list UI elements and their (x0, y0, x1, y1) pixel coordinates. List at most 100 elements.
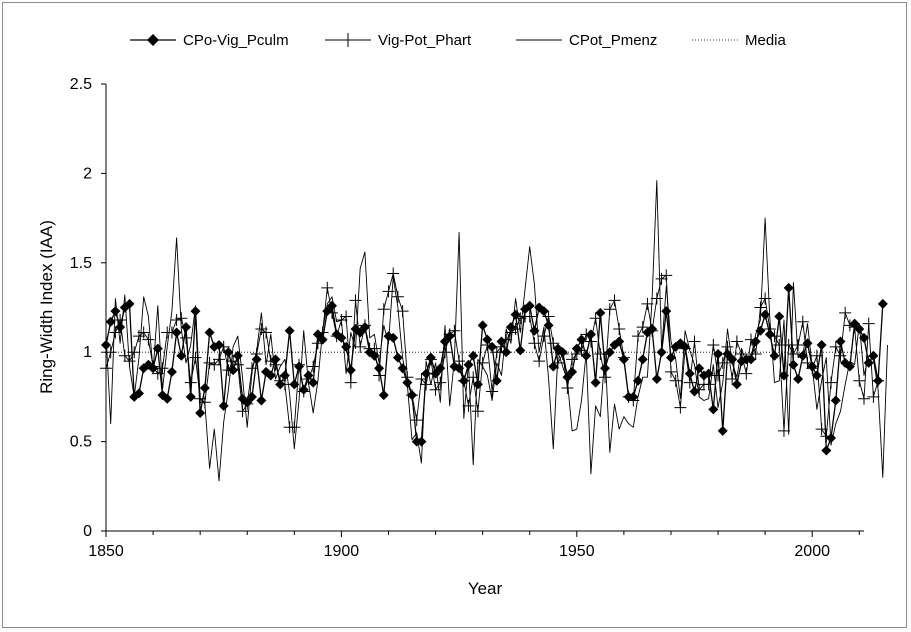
diamond-point (176, 350, 187, 361)
diamond-point (816, 340, 827, 351)
diamond-point (868, 350, 879, 361)
plus-point (434, 376, 447, 389)
diamond-point (303, 370, 314, 381)
diamond-point (529, 325, 540, 336)
plus-point (198, 396, 211, 409)
legend-label: Media (745, 32, 787, 49)
diamond-point (270, 354, 281, 365)
plus-point (810, 349, 823, 362)
diamond-point (576, 334, 587, 345)
plus-point (156, 362, 169, 375)
plus-point (528, 337, 541, 350)
plus-point (754, 301, 767, 314)
legend-item-CPo-Vig_Pculm: CPo-Vig_Pculm (130, 32, 289, 49)
plus-point (170, 314, 183, 327)
diamond-point (684, 368, 695, 379)
plus-point (100, 362, 112, 375)
legend-label: CPot_Pmenz (569, 32, 657, 49)
diamond-point (496, 336, 507, 347)
diamond-point (359, 322, 370, 333)
diamond-point (515, 345, 526, 356)
plus-point (462, 399, 475, 412)
diamond-point (793, 374, 804, 385)
diamond-point (694, 363, 705, 374)
x-tick-label: 1950 (559, 543, 595, 560)
diamond-point (844, 361, 855, 372)
diamond-point (148, 363, 159, 374)
plus-point (118, 349, 131, 362)
diamond-point (472, 379, 483, 390)
diamond-point (341, 341, 352, 352)
diamond-point (746, 354, 757, 365)
diamond-point (633, 375, 644, 386)
diamond-point (830, 395, 841, 406)
plus-point (391, 290, 404, 303)
diamond-point (543, 320, 554, 331)
diamond-point (468, 350, 479, 361)
diamond-point (115, 322, 126, 333)
diamond-point (477, 320, 488, 331)
plus-point (109, 326, 122, 339)
plus-point (203, 356, 216, 369)
diamond-point (562, 372, 573, 383)
diamond-point (190, 306, 201, 317)
x-tick-label: 1900 (324, 543, 360, 560)
plus-point (429, 383, 442, 396)
diamond-point (604, 347, 615, 358)
plus-point (344, 376, 357, 389)
axes (105, 84, 864, 532)
diamond-point (284, 325, 295, 336)
diamond-point (317, 334, 328, 345)
diamond-point (802, 338, 813, 349)
diamond-point (487, 341, 498, 352)
plus-point (608, 294, 621, 307)
plus-point (142, 333, 155, 346)
diamond-point (425, 352, 436, 363)
diamond-point (590, 377, 601, 388)
plus-point (862, 317, 875, 330)
x-axis-title: Year (468, 579, 503, 598)
diamond-point (859, 332, 869, 343)
diamond-point (133, 388, 144, 399)
diamond-point (369, 350, 380, 361)
diamond-point (585, 329, 596, 340)
diamond-point (421, 368, 432, 379)
plus-point (702, 378, 715, 391)
plus-point (151, 367, 164, 380)
diamond-point (199, 382, 210, 393)
plus-point (655, 272, 668, 285)
plus-point (471, 405, 484, 418)
plus-point (650, 292, 663, 305)
diamond-point (647, 323, 658, 334)
diamond-point (548, 361, 559, 372)
diamond-point (195, 407, 206, 418)
diamond-point (256, 395, 267, 406)
diamond-point (388, 332, 399, 343)
plus-point (438, 346, 451, 359)
plus-point (410, 414, 423, 427)
diamond-point (600, 363, 611, 374)
plus-point (208, 358, 221, 371)
diamond-point (821, 445, 832, 456)
plus-point (759, 292, 772, 305)
plus-point (137, 326, 150, 339)
plus-point (476, 356, 489, 369)
plus-point (123, 355, 136, 368)
plus-point (603, 303, 616, 316)
legend-diamond-marker (147, 34, 159, 46)
diamond-point (708, 404, 719, 415)
diamond-point (322, 306, 333, 317)
diamond-point (665, 352, 676, 363)
diamond-point (854, 323, 865, 334)
plus-point (792, 339, 805, 352)
diamond-point (877, 298, 888, 309)
x-tick-label: 2000 (794, 543, 830, 560)
diamond-point (567, 366, 578, 377)
diamond-point (439, 336, 450, 347)
legend-plus-marker (341, 33, 355, 47)
y-tick-label: 0 (83, 523, 92, 540)
diamond-point (232, 350, 243, 361)
diamond-point (454, 363, 465, 374)
y-tick-label: 0.5 (70, 434, 92, 451)
